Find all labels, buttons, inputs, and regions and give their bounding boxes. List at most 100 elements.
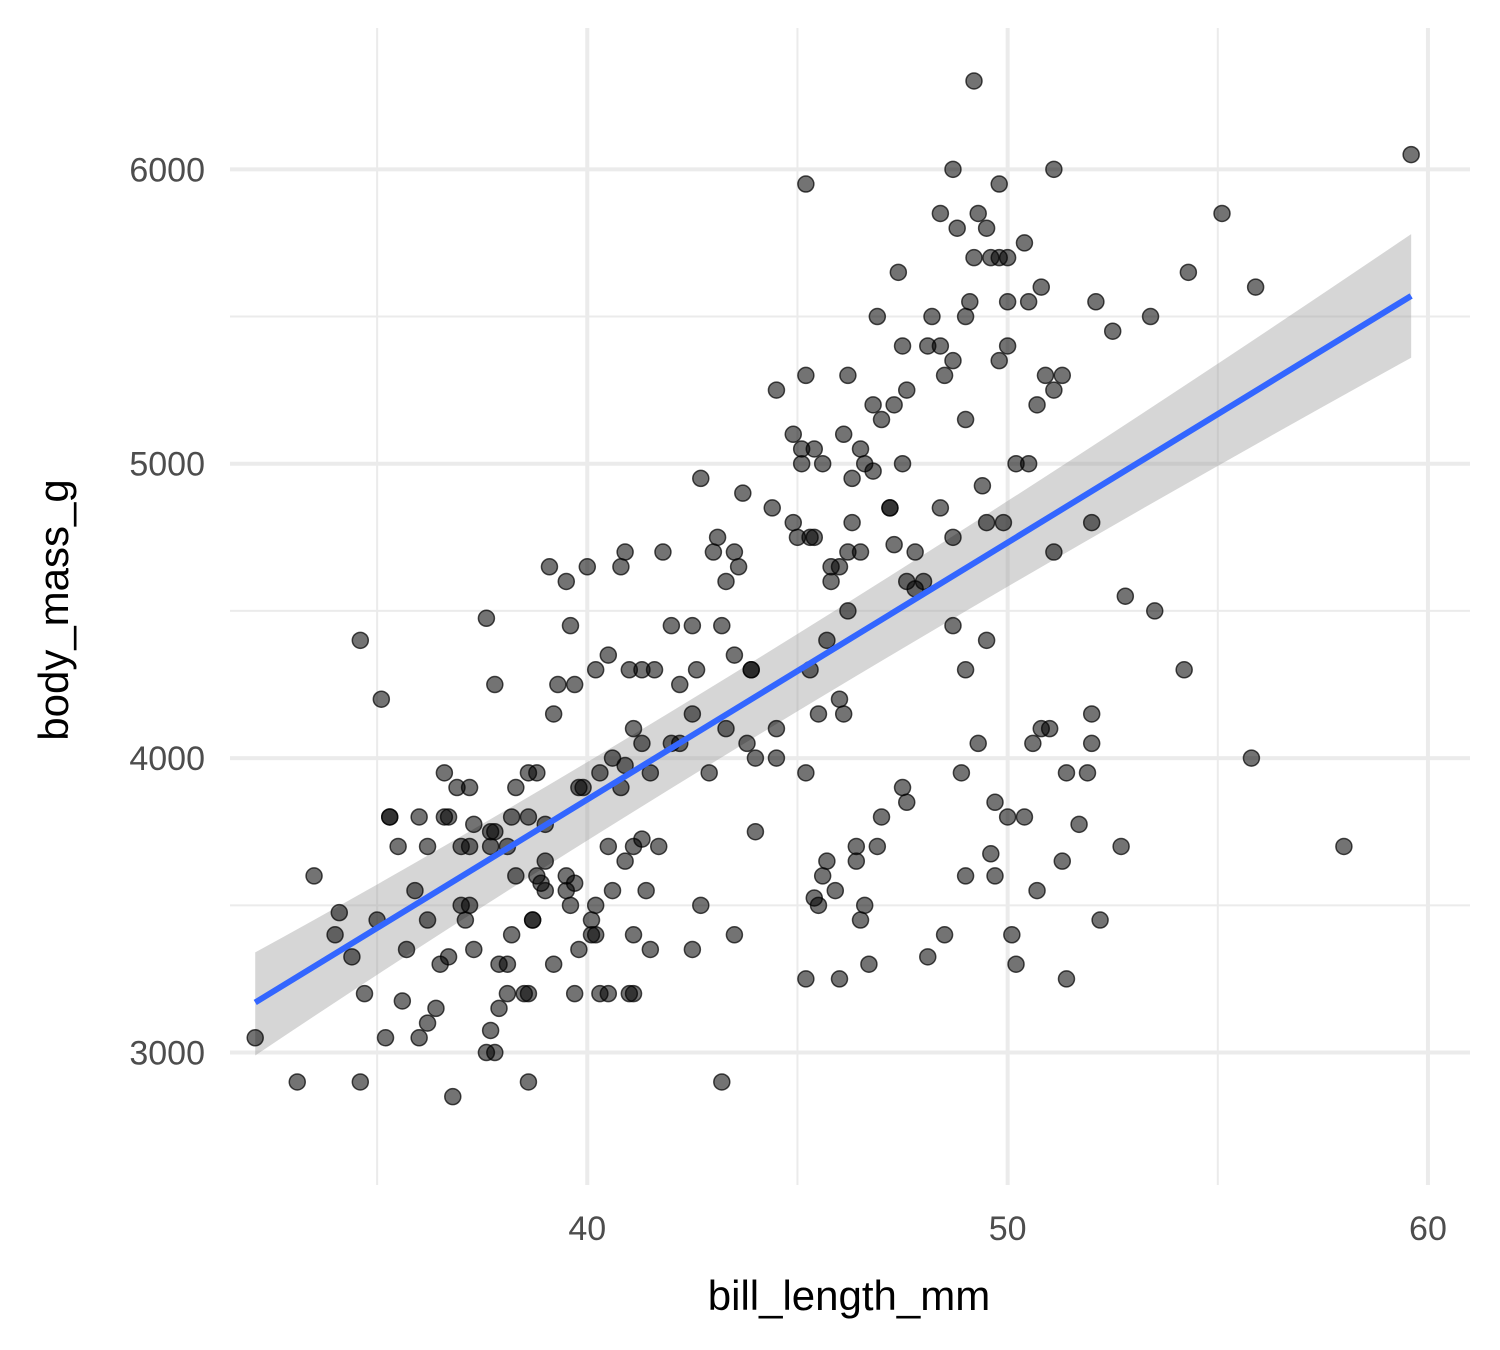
- data-point: [528, 764, 546, 782]
- data-point: [570, 778, 588, 797]
- data-point: [507, 778, 525, 797]
- x-axis-title: bill_length_mm: [708, 1272, 990, 1319]
- data-point: [406, 881, 424, 900]
- data-point: [1007, 955, 1025, 973]
- data-point: [965, 248, 983, 267]
- data-point: [380, 808, 399, 826]
- data-point: [519, 1073, 538, 1091]
- data-point: [969, 734, 987, 753]
- data-point: [523, 911, 542, 929]
- data-point: [498, 984, 517, 1003]
- data-point: [641, 940, 660, 959]
- data-point: [990, 175, 1008, 193]
- data-point: [805, 889, 824, 907]
- data-point: [603, 881, 622, 900]
- data-point: [847, 837, 866, 856]
- data-point: [599, 837, 618, 856]
- data-point: [843, 513, 861, 532]
- data-point: [544, 705, 563, 723]
- data-point: [481, 822, 500, 841]
- data-point: [885, 535, 903, 554]
- data-point: [1019, 454, 1038, 473]
- data-point: [599, 984, 618, 1003]
- data-point: [897, 793, 916, 812]
- data-point: [372, 690, 391, 708]
- x-tick-label: 60: [1409, 1210, 1447, 1248]
- data-point: [818, 852, 836, 870]
- data-point: [586, 896, 605, 915]
- data-point: [641, 764, 660, 782]
- data-point: [965, 72, 983, 90]
- data-point: [860, 955, 878, 973]
- data-point: [246, 1029, 264, 1047]
- data-point: [305, 867, 323, 885]
- data-point: [343, 948, 361, 966]
- data-point: [326, 926, 344, 944]
- data-point: [549, 675, 567, 694]
- data-point: [813, 454, 832, 473]
- data-point: [578, 558, 597, 576]
- data-point: [919, 948, 937, 966]
- data-point: [586, 661, 605, 679]
- data-point: [998, 293, 1017, 311]
- data-point: [851, 911, 870, 929]
- data-points: [246, 72, 1420, 1106]
- data-point: [444, 1087, 462, 1106]
- data-point: [502, 926, 521, 944]
- data-point: [536, 852, 555, 870]
- data-point: [393, 992, 412, 1010]
- data-point: [1087, 293, 1105, 311]
- data-point: [998, 337, 1017, 355]
- data-point: [633, 830, 651, 848]
- data-point: [986, 793, 1004, 812]
- data-point: [746, 749, 765, 767]
- data-point: [410, 808, 428, 826]
- data-point: [570, 940, 588, 959]
- data-point: [977, 219, 996, 237]
- data-point: [734, 484, 752, 502]
- data-point: [944, 616, 962, 635]
- data-point: [1053, 852, 1072, 870]
- data-point: [956, 867, 975, 885]
- y-tick-label: 4000: [129, 740, 205, 778]
- data-point: [788, 528, 807, 547]
- trend-line: [253, 293, 1413, 1006]
- data-point: [565, 984, 584, 1003]
- data-point: [855, 896, 874, 915]
- data-point: [1045, 381, 1063, 399]
- data-point: [948, 219, 966, 237]
- data-point: [792, 454, 811, 473]
- data-point: [839, 543, 857, 561]
- data-point: [767, 749, 786, 767]
- data-point: [725, 543, 744, 561]
- data-point: [1045, 160, 1063, 179]
- data-point: [654, 543, 672, 561]
- data-point: [671, 675, 689, 694]
- data-point: [351, 1073, 370, 1091]
- data-point: [977, 631, 996, 650]
- data-point: [944, 160, 962, 179]
- data-point: [410, 1029, 428, 1047]
- data-point: [1082, 513, 1101, 532]
- data-point: [612, 558, 630, 576]
- data-point: [931, 337, 950, 355]
- data-point: [923, 307, 941, 326]
- data-point: [486, 1043, 504, 1062]
- data-point: [982, 845, 1000, 863]
- data-point: [1082, 734, 1101, 753]
- data-point: [582, 926, 601, 944]
- data-point: [427, 999, 445, 1018]
- data-point: [662, 616, 681, 635]
- data-point: [713, 1073, 731, 1091]
- data-point: [1141, 307, 1160, 326]
- data-point: [767, 719, 786, 738]
- data-point: [977, 513, 996, 532]
- data-point: [797, 366, 815, 385]
- data-point: [704, 543, 723, 561]
- data-point: [599, 646, 618, 664]
- data-point: [351, 631, 370, 650]
- data-point: [544, 955, 563, 973]
- data-point: [507, 867, 525, 885]
- data-point: [872, 808, 891, 826]
